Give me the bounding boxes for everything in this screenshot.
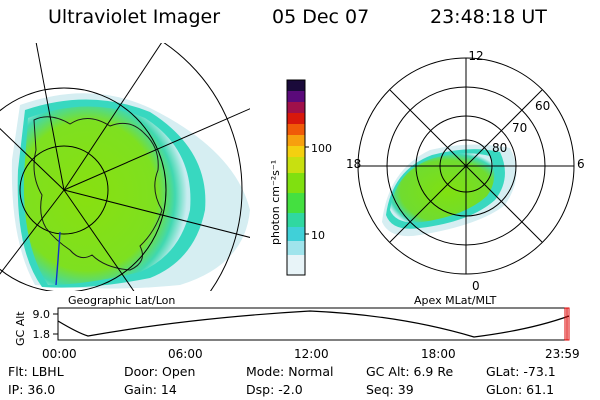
geographic-caption: Geographic Lat/Lon: [68, 294, 175, 307]
lat-label-70: 70: [512, 121, 527, 135]
altitude-curve: [57, 310, 570, 338]
altitude-xtick-0000: 00:00: [42, 347, 77, 361]
lat-circle-outer: [163, 43, 243, 291]
info-glon: GLon: 61.1: [486, 382, 555, 397]
altitude-plot: [53, 307, 570, 341]
colorbar: [286, 79, 309, 276]
meridians: [0, 43, 250, 291]
lat-label-60: 60: [535, 99, 550, 113]
mlt-label-18: 18: [346, 157, 361, 171]
info-dsp: Dsp: -2.0: [246, 382, 303, 397]
info-flt: Flt: LBHL: [8, 364, 64, 379]
instrument-title: Ultraviolet Imager: [48, 6, 221, 28]
altitude-ytick-1-8: 1.8: [33, 328, 51, 341]
aurora-oval-geographic: [23, 106, 191, 285]
info-mode: Mode: Normal: [246, 364, 334, 379]
info-ip: IP: 36.0: [8, 382, 56, 397]
observation-time: 23:48:18 UT: [430, 6, 547, 28]
altitude-xtick-1200: 12:00: [294, 347, 329, 361]
lat-label-80: 80: [492, 141, 507, 155]
polar-plot: [357, 57, 575, 275]
mlt-label-6: 6: [577, 157, 585, 171]
info-gain: Gain: 14: [124, 382, 177, 397]
mlt-label-0: 0: [472, 279, 480, 293]
observation-date: 05 Dec 07: [272, 6, 370, 28]
geographic-map: [0, 43, 250, 291]
mlt-label-12: 12: [468, 49, 483, 63]
colorbar-unit-label: photon cm⁻²s⁻¹: [269, 160, 282, 245]
info-glat: GLat: -73.1: [486, 364, 556, 379]
polar-axes: [358, 58, 574, 274]
colorbar-tick-10: 10: [311, 229, 325, 242]
altitude-xtick-0600: 06:00: [168, 347, 203, 361]
satellite-track: [55, 231, 61, 286]
apex-caption: Apex MLat/MLT: [414, 294, 497, 307]
info-door: Door: Open: [124, 364, 196, 379]
altitude-ytick-9: 9.0: [33, 308, 51, 321]
info-seq: Seq: 39: [366, 382, 414, 397]
info-gc-alt: GC Alt: 6.9 Re: [366, 364, 454, 379]
altitude-xtick-1800: 18:00: [421, 347, 456, 361]
altitude-xtick-2359: 23:59: [545, 347, 580, 361]
lat-circle-inner: [19, 145, 109, 235]
lat-circle-mid: [0, 87, 167, 291]
colorbar-tick-100: 100: [311, 142, 332, 155]
altitude-ylabel: GC Alt: [14, 311, 27, 346]
coastline: [33, 116, 163, 271]
